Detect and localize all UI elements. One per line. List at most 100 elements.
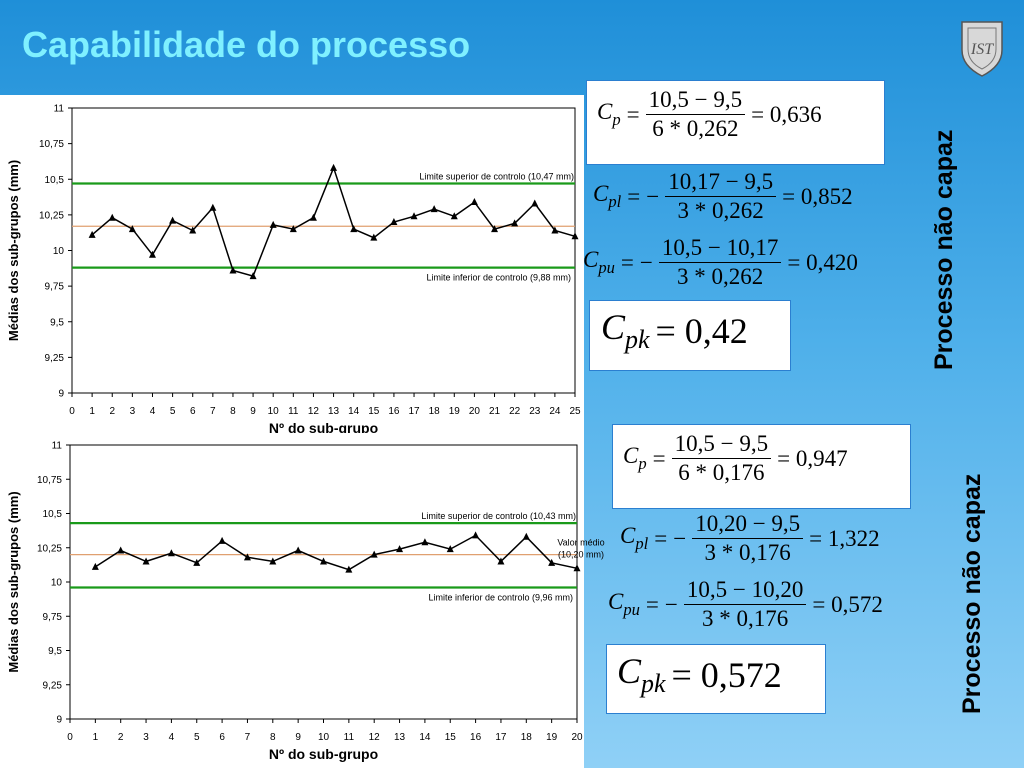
data-point — [370, 550, 378, 558]
y-tick-label: 11 — [52, 441, 63, 452]
data-point — [169, 216, 177, 224]
cpk-box-bottom — [606, 644, 826, 714]
x-tick-label: 16 — [470, 732, 482, 743]
limit-line-label-lcl: Limite inferior de controlo (9,88 mm) — [426, 273, 571, 283]
x-tick-label: 11 — [344, 732, 355, 743]
y-tick-label: 9 — [56, 715, 62, 726]
x-axis-label: Nº do sub-grupo — [269, 420, 378, 436]
data-point — [522, 532, 530, 540]
y-tick-label: 10 — [51, 578, 63, 589]
x-tick-label: 1 — [89, 406, 95, 417]
y-tick-label: 9,5 — [50, 317, 64, 328]
cp-formula-bottom: Cp = 10,5 − 9,5 6 * 0,176 = 0,947 — [623, 431, 848, 486]
y-tick-label: 10,25 — [37, 543, 62, 554]
x-tick-label: 14 — [419, 732, 431, 743]
data-point — [511, 219, 519, 227]
data-point — [243, 553, 251, 561]
cp-box-bottom — [612, 424, 911, 509]
data-point — [294, 546, 302, 554]
cpk-formula-top: Cpk = 0,42 — [601, 307, 748, 355]
data-point — [370, 233, 378, 241]
series-line — [94, 534, 578, 571]
y-tick-label: 10,25 — [39, 210, 64, 221]
x-tick-label: 14 — [348, 406, 360, 417]
x-tick-label: 1 — [93, 732, 99, 743]
cpu-formula-bottom: Cpu = − 10,5 − 10,20 3 * 0,176 = 0,572 — [608, 577, 883, 632]
x-tick-label: 19 — [546, 732, 558, 743]
limit-line-label-lcl: Limite inferior de controlo (9,96 mm) — [428, 592, 573, 602]
data-point — [189, 226, 197, 234]
data-point — [148, 250, 156, 258]
data-point — [142, 557, 150, 565]
data-point — [571, 232, 579, 240]
y-axis-label: Médias dos sub-grupos (mm) — [6, 491, 21, 672]
cp-box-top — [586, 80, 885, 165]
data-point — [128, 225, 136, 233]
svg-text:IST: IST — [970, 41, 994, 58]
x-tick-label: 8 — [230, 406, 236, 417]
cpl-formula-bottom: Cpl = − 10,20 − 9,5 3 * 0,176 = 1,322 — [620, 511, 880, 566]
x-tick-label: 9 — [250, 406, 256, 417]
data-point — [309, 213, 317, 221]
y-tick-label: 10,5 — [43, 509, 63, 520]
x-tick-label: 12 — [308, 406, 320, 417]
verdict-bottom: Processo não capaz — [958, 473, 986, 714]
data-point — [531, 199, 539, 207]
x-tick-label: 23 — [529, 406, 541, 417]
x-tick-label: 0 — [69, 406, 75, 417]
x-tick-label: 24 — [549, 406, 561, 417]
data-point — [470, 198, 478, 206]
data-point — [573, 564, 581, 572]
y-tick-label: 10 — [53, 246, 65, 257]
y-tick-label: 10,75 — [39, 139, 64, 150]
data-point — [491, 225, 499, 233]
slide-title: Capabilidade do processo — [22, 24, 471, 65]
y-tick-label: 9,75 — [43, 612, 63, 623]
limit-line-label-ucl: Limite superior de controlo (10,43 mm) — [421, 511, 576, 521]
data-point — [410, 212, 418, 220]
x-tick-label: 4 — [150, 406, 156, 417]
x-tick-label: 6 — [190, 406, 196, 417]
x-tick-label: 25 — [569, 406, 581, 417]
x-tick-label: 15 — [445, 732, 457, 743]
data-point — [269, 220, 277, 228]
data-point — [350, 225, 358, 233]
chart-background — [0, 433, 584, 768]
y-tick-label: 9,5 — [48, 646, 62, 657]
data-point — [450, 212, 458, 220]
x-tick-label: 4 — [169, 732, 175, 743]
data-point — [209, 203, 217, 211]
x-tick-label: 22 — [509, 406, 521, 417]
x-tick-label: 15 — [368, 406, 380, 417]
x-tick-label: 3 — [130, 406, 136, 417]
cpk-box-top — [589, 300, 791, 371]
x-tick-label: 13 — [328, 406, 340, 417]
x-tick-label: 9 — [295, 732, 301, 743]
cpk-formula-bottom: Cpk = 0,572 — [617, 651, 782, 699]
data-point — [218, 536, 226, 544]
x-tick-label: 8 — [270, 732, 276, 743]
y-tick-label: 9,25 — [45, 353, 65, 364]
data-point — [269, 557, 277, 565]
x-tick-label: 0 — [67, 732, 73, 743]
x-tick-label: 6 — [219, 732, 225, 743]
y-tick-label: 9,75 — [45, 282, 65, 293]
cp-formula-top: Cp = 10,5 − 9,5 6 * 0,262 = 0,636 — [597, 87, 822, 142]
x-tick-label: 10 — [268, 406, 280, 417]
data-point — [193, 558, 201, 566]
data-point — [91, 562, 99, 570]
x-tick-label: 11 — [288, 406, 299, 417]
y-tick-label: 11 — [54, 104, 65, 115]
data-point — [345, 565, 353, 573]
data-point — [551, 226, 559, 234]
data-point — [497, 557, 505, 565]
x-tick-label: 2 — [109, 406, 115, 417]
x-tick-label: 12 — [369, 732, 381, 743]
x-tick-label: 20 — [571, 732, 583, 743]
data-point — [330, 163, 338, 171]
x-tick-label: 16 — [388, 406, 400, 417]
ist-shield-logo-icon: IST — [961, 21, 1003, 77]
x-tick-label: 21 — [489, 406, 501, 417]
x-tick-label: 5 — [170, 406, 176, 417]
